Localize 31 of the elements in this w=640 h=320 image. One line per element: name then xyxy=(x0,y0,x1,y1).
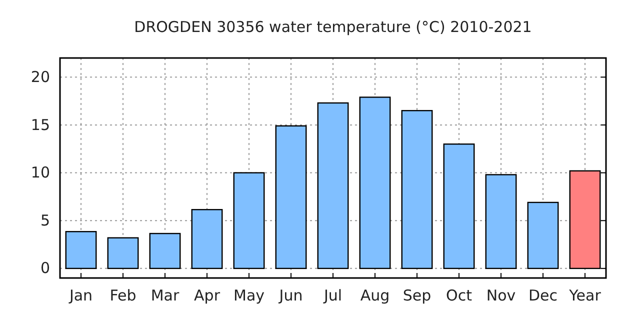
x-tick-label: Nov xyxy=(486,286,516,305)
bar xyxy=(275,125,307,270)
bar xyxy=(191,209,223,270)
x-tick-label: Aug xyxy=(360,286,390,305)
bar xyxy=(107,237,139,270)
bar xyxy=(233,172,265,270)
bar xyxy=(527,202,559,270)
bar xyxy=(317,102,349,270)
x-tick-label: Dec xyxy=(528,286,558,305)
x-tick-label: May xyxy=(233,286,265,305)
x-tick-label: Feb xyxy=(110,286,136,305)
x-tick-label: Year xyxy=(568,286,602,305)
bar xyxy=(149,232,181,270)
y-tick-label: 0 xyxy=(40,259,50,278)
chart-title: DROGDEN 30356 water temperature (°C) 2010-2021 xyxy=(134,18,532,36)
bar xyxy=(401,110,433,270)
x-tick-label: Sep xyxy=(402,286,432,305)
bar xyxy=(443,143,475,270)
x-tick-label: Apr xyxy=(194,286,221,305)
y-tick-label: 10 xyxy=(30,164,50,182)
x-tick-label: Jun xyxy=(278,286,303,305)
bar xyxy=(485,174,517,270)
x-tick-label: Mar xyxy=(150,286,180,305)
y-tick-label: 20 xyxy=(30,68,50,86)
x-tick-label: Jan xyxy=(68,286,93,305)
bar xyxy=(65,231,97,270)
y-tick-label: 15 xyxy=(30,116,50,134)
x-tick-label: Oct xyxy=(446,286,472,305)
x-tick-label: Jul xyxy=(322,286,342,305)
y-tick-label: 5 xyxy=(40,211,50,230)
bar xyxy=(359,96,391,270)
